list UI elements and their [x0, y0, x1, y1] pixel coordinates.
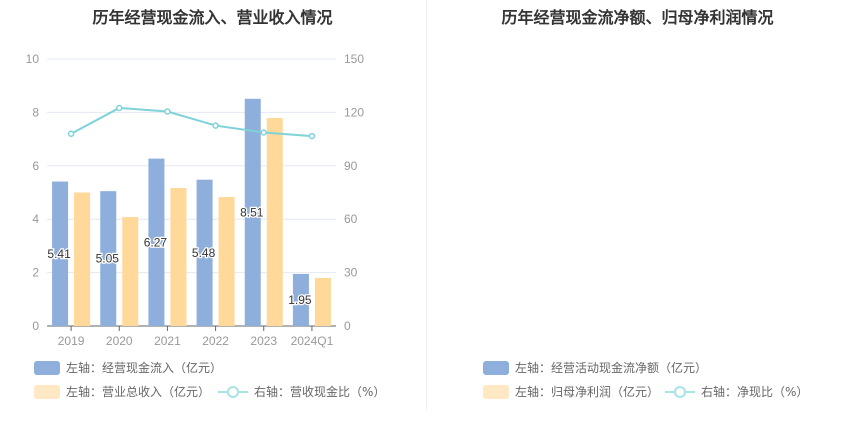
legend-label: 左轴：归母净利润（亿元）	[515, 385, 660, 399]
data-label: 5.48	[192, 246, 216, 260]
legend-label: 左轴：经营活动现金流净额（亿元）	[515, 361, 708, 375]
bar-series1	[52, 181, 69, 326]
y-tick-label: 6	[32, 159, 39, 173]
legend-item-net-profit[interactable]: 左轴：归母净利润（亿元）	[483, 383, 659, 400]
legend-swatch	[483, 384, 509, 399]
bar-series2	[122, 217, 139, 326]
legend-line-marker-icon	[665, 385, 695, 399]
data-label: 1.95	[288, 293, 312, 307]
legend-item-net-cash-flow[interactable]: 左轴：经营活动现金流净额（亿元）	[483, 359, 707, 376]
chart-left: 0 2 4 6 8 10 0 30 60 90 120 150 2019 2020 2021 2022 2023…	[26, 52, 365, 348]
bar-series2	[266, 118, 283, 326]
bar-series1	[292, 273, 309, 326]
legend-label: 左轴：经营现金流入（亿元）	[66, 361, 223, 375]
legend-item-ratio[interactable]: 右轴：营收现金比（%）	[218, 383, 385, 400]
line-point	[308, 132, 316, 140]
line-series	[70, 106, 312, 138]
x-tick-label: 2020	[106, 334, 133, 348]
data-label: 8.51	[240, 205, 264, 219]
x-tick-label: 2022	[202, 334, 229, 348]
y2-tick-label: 90	[344, 159, 358, 173]
bar-series2	[74, 192, 91, 326]
divider	[426, 0, 427, 410]
y-tick-label: 10	[26, 52, 40, 66]
legend-line-marker-icon	[218, 385, 248, 399]
line-point	[67, 130, 75, 138]
y-tick-label: 4	[32, 212, 39, 226]
legend-swatch	[34, 360, 60, 375]
line-point	[260, 129, 267, 136]
chart-title-left: 历年经营现金流入、营业收入情况	[92, 8, 333, 27]
legend-item-revenue[interactable]: 左轴：营业总收入（亿元）	[34, 383, 210, 400]
legend-item-cash-inflow[interactable]: 左轴：经营现金流入（亿元）	[34, 359, 222, 376]
bar-series2	[218, 197, 235, 326]
legend-swatch	[34, 384, 60, 399]
legend-label: 右轴：营收现金比（%）	[254, 385, 386, 399]
bar-series1	[244, 98, 261, 327]
data-label: 5.05	[96, 252, 120, 266]
y2-tick-label: 150	[344, 52, 364, 66]
legend-swatch	[483, 360, 509, 375]
legend-label: 右轴：净现比（%）	[701, 385, 809, 399]
y-tick-label: 8	[32, 105, 39, 119]
x-tick-label: 2021	[154, 334, 181, 348]
x-tick-label: 2019	[58, 334, 85, 348]
x-tick-label: 2024Q1	[291, 334, 334, 348]
legend-item-net-cash-ratio[interactable]: 右轴：净现比（%）	[665, 383, 808, 400]
y-tick-label: 2	[32, 266, 39, 280]
data-label: 6.27	[144, 235, 168, 249]
line-point	[212, 122, 219, 129]
line-point	[116, 104, 123, 112]
y2-tick-label: 60	[344, 212, 358, 226]
bar-series2	[314, 277, 331, 326]
data-label: 5.41	[47, 247, 71, 261]
bar-series1	[196, 179, 213, 326]
y2-tick-label: 120	[344, 105, 364, 119]
line-point	[164, 108, 171, 115]
y2-tick-label: 30	[344, 266, 358, 280]
bar-series1	[148, 158, 165, 326]
x-tick-label: 2023	[250, 334, 277, 348]
legend-label: 左轴：营业总收入（亿元）	[66, 385, 211, 399]
y2-tick-label: 0	[344, 319, 351, 333]
y-tick-label: 0	[32, 319, 39, 333]
bar-series1	[100, 191, 117, 326]
bar-series2	[170, 187, 187, 326]
chart-title-right: 历年经营现金流净额、归母净利润情况	[501, 8, 774, 27]
